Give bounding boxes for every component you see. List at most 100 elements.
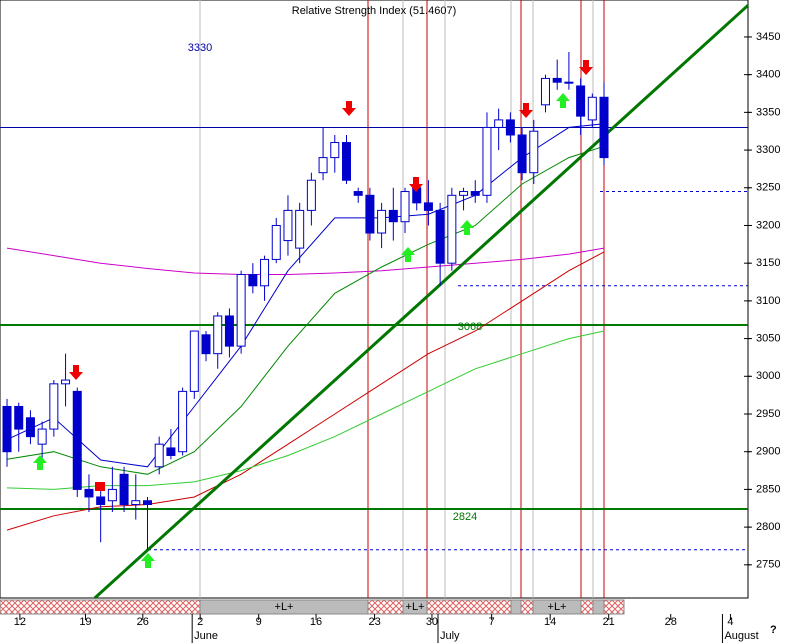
y-tick-label: 3050 bbox=[756, 332, 780, 344]
candle-body bbox=[599, 96, 609, 159]
candle-body bbox=[529, 130, 539, 174]
month-label: June bbox=[194, 630, 218, 642]
candle-body bbox=[96, 496, 106, 505]
candle-body bbox=[61, 379, 71, 385]
moving-average bbox=[6, 145, 605, 475]
candle-body bbox=[552, 77, 562, 83]
x-tick-label: 23 bbox=[368, 616, 380, 628]
candle-body bbox=[377, 209, 387, 234]
candle-body bbox=[14, 405, 24, 430]
candle-body bbox=[119, 473, 129, 505]
candle-body bbox=[213, 315, 223, 355]
level-label: 3330 bbox=[188, 42, 212, 54]
candle-body bbox=[517, 134, 527, 174]
x-tick-label: 19 bbox=[79, 616, 91, 628]
candle-body bbox=[306, 179, 316, 211]
candle-body bbox=[236, 273, 246, 347]
x-tick-label: 7 bbox=[489, 616, 495, 628]
y-tick-label: 2900 bbox=[756, 446, 780, 458]
chart-title: Relative Strength Index (51.4607) bbox=[292, 5, 457, 17]
candle-body bbox=[564, 81, 574, 84]
moving-average bbox=[6, 123, 605, 468]
candle-body bbox=[494, 119, 504, 128]
y-tick-label: 3200 bbox=[756, 219, 780, 231]
candle-body bbox=[166, 447, 176, 456]
candle-body bbox=[482, 126, 492, 196]
y-tick-label: 2950 bbox=[756, 408, 780, 420]
candle-body bbox=[353, 191, 363, 196]
candle-body bbox=[435, 209, 445, 264]
month-label: July bbox=[440, 630, 460, 642]
y-tick-label: 3300 bbox=[756, 144, 780, 156]
y-tick-label: 3250 bbox=[756, 182, 780, 194]
moving-average bbox=[6, 330, 605, 490]
moving-average bbox=[6, 247, 605, 275]
candle-body bbox=[283, 209, 293, 242]
candle-body bbox=[400, 191, 410, 223]
candle-body bbox=[142, 500, 152, 505]
candle-body bbox=[576, 85, 586, 117]
candle-body bbox=[388, 209, 398, 223]
candle-body bbox=[365, 194, 375, 234]
y-tick-label: 3350 bbox=[756, 106, 780, 118]
candle-body bbox=[49, 383, 59, 430]
y-tick-label: 2800 bbox=[756, 521, 780, 533]
help-icon[interactable]: ? bbox=[770, 624, 777, 636]
candle-body bbox=[271, 224, 281, 260]
candle-body bbox=[459, 191, 469, 196]
x-tick-label: 9 bbox=[256, 616, 262, 628]
candle-body bbox=[341, 142, 351, 181]
candle-body bbox=[248, 273, 258, 287]
candle-body bbox=[84, 488, 94, 498]
x-tick-label: 21 bbox=[603, 616, 615, 628]
candle-body bbox=[37, 428, 47, 445]
candle-body bbox=[224, 315, 234, 347]
x-tick-label: 12 bbox=[14, 616, 26, 628]
x-tick-label: 16 bbox=[310, 616, 322, 628]
x-tick-label: 30 bbox=[426, 616, 438, 628]
y-tick-label: 3400 bbox=[756, 69, 780, 81]
level-label: 2824 bbox=[453, 511, 477, 523]
candle-body bbox=[107, 488, 117, 502]
signal-arrows bbox=[33, 60, 593, 568]
x-tick-label: 2 bbox=[197, 616, 203, 628]
candle-body bbox=[178, 390, 188, 453]
y-tick-label: 3100 bbox=[756, 295, 780, 307]
strip-label: +L+ bbox=[548, 601, 567, 613]
candle-body bbox=[505, 119, 515, 136]
candle-body bbox=[2, 405, 12, 453]
marker bbox=[95, 482, 105, 491]
candle-body bbox=[540, 77, 550, 106]
candle-body bbox=[131, 500, 141, 505]
x-tick-label: 4 bbox=[727, 616, 733, 628]
candle-body bbox=[447, 194, 457, 264]
candle-body bbox=[318, 157, 328, 174]
candle-body bbox=[295, 209, 305, 249]
candle-body bbox=[330, 142, 340, 159]
trend-line bbox=[93, 4, 750, 600]
candle-body bbox=[587, 96, 597, 121]
candle-body bbox=[25, 417, 35, 438]
strip-label: +L+ bbox=[406, 601, 425, 613]
y-tick-label: 3000 bbox=[756, 370, 780, 382]
y-tick-label: 2750 bbox=[756, 559, 780, 571]
moving-average bbox=[6, 251, 605, 531]
candle-body bbox=[201, 334, 211, 355]
strip-label: +L+ bbox=[275, 601, 294, 613]
candle-body bbox=[470, 191, 480, 196]
level-label: 3068 bbox=[458, 321, 482, 333]
y-tick-label: 3450 bbox=[756, 31, 780, 43]
candle-body bbox=[423, 202, 433, 211]
month-label: August bbox=[724, 630, 758, 642]
candle-body bbox=[154, 443, 164, 468]
strip: +L+ +L+ +L+ bbox=[0, 599, 625, 615]
y-tick-label: 3150 bbox=[756, 257, 780, 269]
x-tick-label: 14 bbox=[544, 616, 556, 628]
x-tick-label: 28 bbox=[665, 616, 677, 628]
candle-body bbox=[260, 258, 270, 287]
candle-body bbox=[72, 390, 82, 490]
x-tick-label: 26 bbox=[137, 616, 149, 628]
y-tick-label: 2850 bbox=[756, 483, 780, 495]
candle-body bbox=[189, 330, 199, 392]
